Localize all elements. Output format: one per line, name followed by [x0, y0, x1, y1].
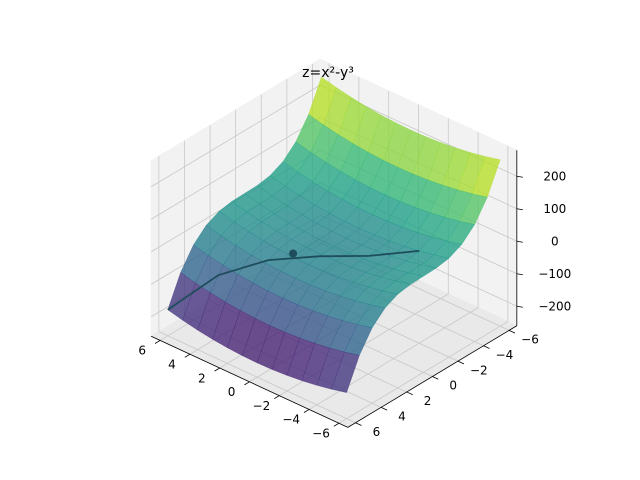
x-tick: [333, 422, 340, 427]
surface: [167, 76, 501, 393]
x-tick: [154, 340, 161, 344]
y-tick: [355, 422, 362, 426]
overlay: [167, 249, 420, 311]
x-axis: [151, 335, 349, 428]
surface-patch: [331, 351, 360, 393]
x-tick-label: −2: [253, 399, 271, 413]
axes: 6 4 2 0 −2 −4 −6 −6 −4 −2 0 2 4 6 200 100 0 −100 −200: [138, 150, 571, 441]
x-tick: [214, 367, 220, 372]
grid-line: [158, 331, 356, 424]
y-tick-label: −4: [496, 348, 514, 362]
z-tick-label: −100: [538, 267, 571, 281]
y-tick: [508, 329, 516, 334]
y-tick: [483, 345, 490, 349]
z-tick-label: 0: [551, 235, 559, 249]
curve: [167, 250, 420, 311]
y-tick-label: 2: [424, 394, 432, 408]
z-tick: [516, 240, 523, 243]
y-tick-label: −2: [470, 363, 488, 377]
x-tick-label: 4: [168, 358, 176, 372]
y-tick: [380, 406, 388, 411]
x-tick: [184, 353, 191, 358]
y-tick: [457, 360, 465, 365]
grid-line: [150, 84, 321, 188]
x-tick-label: −4: [282, 413, 300, 427]
x-tick: [303, 409, 310, 413]
z-tick: [516, 175, 523, 178]
y-axis: [347, 325, 518, 428]
chart-title: z=x²-y³: [302, 65, 354, 81]
y-tick-label: 0: [449, 379, 457, 393]
y-tick: [432, 376, 439, 380]
z-tick: [516, 273, 523, 276]
x-tick-label: 6: [138, 344, 146, 358]
x-tick-label: 0: [228, 385, 236, 399]
z-tick: [516, 305, 523, 308]
point: [289, 249, 298, 258]
z-tick-label: 100: [543, 202, 566, 216]
z-tick: [516, 208, 523, 211]
y-tick-label: 6: [373, 425, 381, 439]
z-tick-label: 200: [543, 170, 566, 184]
y-tick: [406, 391, 413, 396]
x-tick-label: −6: [312, 427, 330, 441]
y-tick-label: −6: [521, 333, 539, 347]
z-tick-label: −200: [538, 300, 571, 314]
x-tick-label: 2: [198, 371, 206, 385]
grid-line: [150, 117, 321, 220]
x-tick: [244, 381, 250, 386]
y-tick-label: 4: [398, 410, 406, 424]
x-tick: [273, 395, 280, 400]
